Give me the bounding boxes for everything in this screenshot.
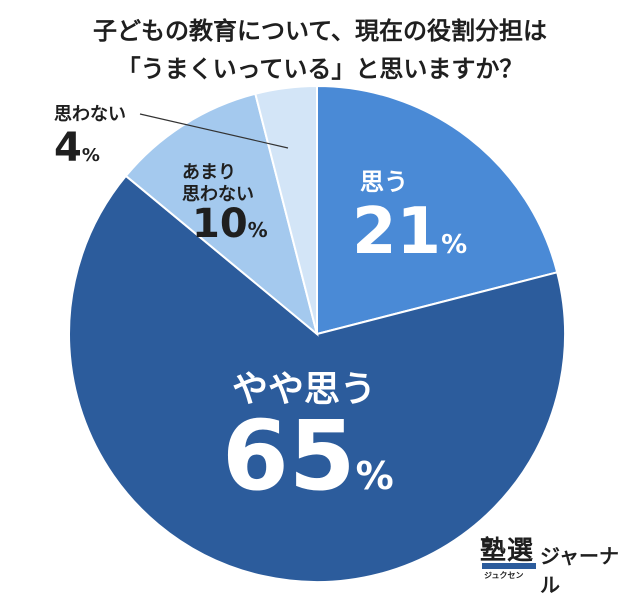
logo-kanji: 塾選 (480, 536, 535, 566)
label-yaya: やや思う (232, 369, 377, 410)
value-yaya-unit: % (355, 454, 394, 498)
value-omowanai-number: 4 (54, 125, 82, 171)
label-omou: 思う (360, 168, 408, 196)
logo-text: ジャーナル (540, 544, 619, 597)
value-omou: 21% (352, 196, 467, 268)
leader-line-omowanai (139, 113, 289, 149)
logo-kana: ジュクセン (484, 571, 524, 580)
value-omou-unit: % (441, 230, 468, 260)
value-yaya: 65% (222, 404, 394, 508)
value-yaya-number: 65 (222, 400, 356, 512)
label-amari-line1: あまり (182, 162, 236, 183)
logo-bar (482, 563, 536, 569)
value-omowanai: 4% (54, 124, 100, 172)
value-amari-unit: % (247, 218, 268, 242)
slice-yaya-omou (68, 174, 566, 583)
label-amari-line2: 思わない (182, 184, 254, 205)
slice-omowanai (254, 84, 318, 335)
label-omowanai: 思わない (54, 104, 126, 125)
value-amari: 10% (192, 200, 268, 248)
value-omou-number: 21 (352, 195, 442, 269)
chart-title-line1: 子どもの教育について、現在の役割分担は (92, 17, 548, 45)
chart-title-line2: 「うまくいっている」と思いますか？ (116, 55, 524, 83)
value-amari-number: 10 (192, 201, 248, 247)
brand-logo: 塾選 ジュクセン ジャーナル (480, 530, 630, 597)
slice-omou (316, 84, 559, 336)
value-omowanai-unit: % (81, 145, 100, 166)
